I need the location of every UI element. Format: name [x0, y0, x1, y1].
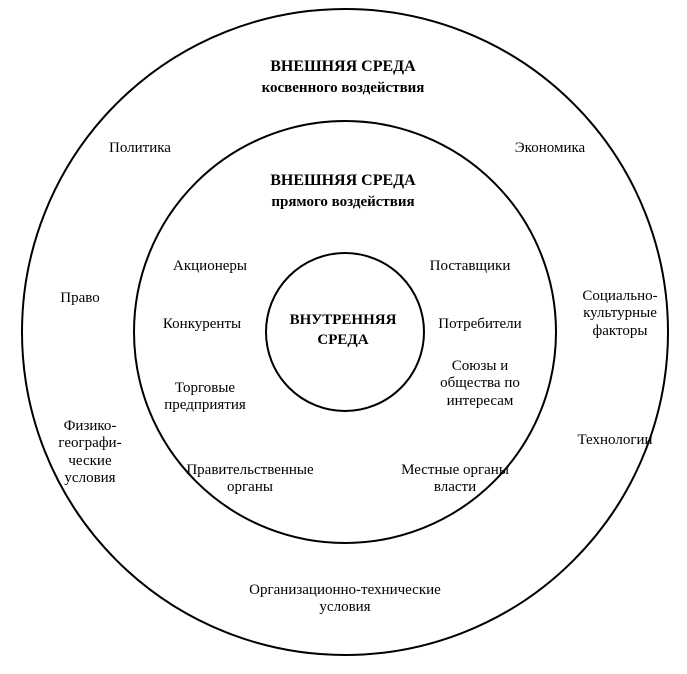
- middle-label-local: Местные органы власти: [375, 462, 535, 497]
- inner-title-l1: ВНУТРЕННЯЯ: [278, 312, 408, 329]
- diagram-stage: ВНЕШНЯЯ СРЕДА косвенного воздействия ВНЕ…: [0, 0, 687, 674]
- outer-label-geo: Физико- географи- ческие условия: [40, 418, 140, 487]
- outer-label-politics: Политика: [85, 140, 195, 157]
- outer-label-orgtech: Организационно-технические условия: [190, 582, 500, 617]
- outer-title-l2: косвенного воздействия: [213, 80, 473, 97]
- outer-label-social: Социально- культурные факторы: [565, 288, 675, 340]
- middle-label-suppliers: Поставщики: [410, 258, 530, 275]
- middle-label-unions: Союзы и общества по интересам: [420, 358, 540, 410]
- outer-label-tech: Технологии: [560, 432, 670, 449]
- middle-label-consumers: Потребители: [420, 316, 540, 333]
- inner-title-l2: СРЕДА: [278, 332, 408, 349]
- middle-label-trade: Торговые предприятия: [145, 380, 265, 415]
- outer-title-l1: ВНЕШНЯЯ СРЕДА: [213, 58, 473, 76]
- middle-title-l2: прямого воздействия: [213, 194, 473, 211]
- middle-label-competitors: Конкуренты: [142, 316, 262, 333]
- middle-label-shareholders: Акционеры: [150, 258, 270, 275]
- outer-label-law: Право: [40, 290, 120, 307]
- outer-label-economy: Экономика: [490, 140, 610, 157]
- middle-title-l1: ВНЕШНЯЯ СРЕДА: [213, 172, 473, 190]
- middle-label-gov: Правительственные органы: [160, 462, 340, 497]
